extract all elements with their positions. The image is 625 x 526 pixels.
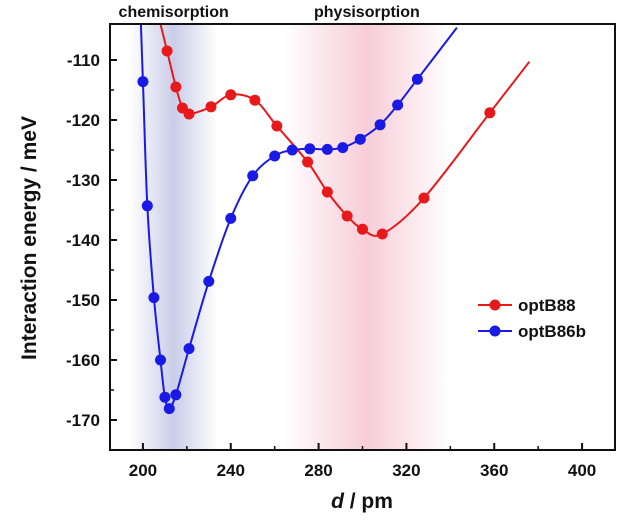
- region-label-0: chemisorption: [119, 4, 229, 21]
- legend-label-optB86b: optB86b: [518, 322, 586, 341]
- data-point-optB86b: [269, 150, 281, 162]
- data-point-optB88: [183, 108, 195, 120]
- data-point-optB86b: [148, 292, 160, 304]
- data-point-optB86b: [354, 133, 366, 145]
- y-tick-label: -150: [66, 291, 100, 310]
- data-point-optB86b: [163, 403, 175, 415]
- legend: optB88 optB86b: [478, 296, 586, 341]
- y-axis-title: Interaction energy / meV: [18, 116, 41, 360]
- y-tick-label: -110: [67, 51, 100, 70]
- data-point-optB88: [321, 186, 333, 198]
- y-tick-label: -130: [66, 171, 100, 190]
- data-point-optB86b: [321, 143, 333, 155]
- data-point-optB88: [376, 228, 388, 240]
- region-label-1: physisorption: [314, 4, 420, 21]
- data-point-optB86b: [374, 119, 386, 131]
- data-point-optB88: [341, 210, 353, 222]
- region-bands: [129, 24, 451, 450]
- x-tick-label: 200: [129, 461, 157, 480]
- x-axis-title: d / pm: [331, 490, 393, 513]
- data-point-optB86b: [155, 354, 166, 366]
- x-axis-title-unit: / pm: [344, 490, 393, 513]
- y-tick-label: -160: [66, 351, 100, 370]
- data-point-optB86b: [225, 212, 237, 224]
- data-point-optB88: [357, 223, 368, 235]
- legend-marker-optB88: [489, 299, 501, 311]
- data-point-optB86b: [304, 143, 316, 155]
- y-tick-label: -170: [66, 411, 100, 430]
- data-point-optB86b: [247, 170, 259, 182]
- data-point-optB88: [249, 94, 261, 106]
- data-point-optB86b: [392, 99, 404, 111]
- data-point-optB88: [205, 101, 217, 113]
- data-point-optB86b: [141, 200, 153, 212]
- x-axis-title-variable: d: [331, 490, 345, 513]
- data-point-optB88: [271, 120, 283, 132]
- x-tick-label: 360: [480, 461, 508, 480]
- data-point-optB86b: [337, 142, 349, 154]
- data-point-optB86b: [183, 343, 195, 355]
- y-tick-label: -120: [66, 111, 100, 130]
- data-point-optB88: [418, 192, 430, 204]
- x-tick-label: 320: [392, 461, 420, 480]
- x-tick-label: 400: [568, 461, 596, 480]
- data-point-optB86b: [203, 275, 215, 287]
- region-labels: chemisorption physisorption: [119, 4, 420, 21]
- data-point-optB88: [225, 89, 237, 101]
- x-tick-label: 280: [304, 461, 332, 480]
- legend-label-optB88: optB88: [518, 296, 576, 315]
- data-point-optB88: [484, 107, 496, 119]
- y-tick-label: -140: [66, 231, 100, 250]
- region-band-0: [129, 24, 218, 450]
- data-point-optB88: [161, 45, 173, 57]
- data-point-optB86b: [137, 76, 149, 88]
- data-point-optB86b: [286, 144, 298, 156]
- data-point-optB88: [302, 156, 314, 168]
- data-point-optB86b: [170, 389, 182, 401]
- x-axis: 200 240 280 320 360 400: [129, 443, 596, 480]
- data-point-optB86b: [411, 73, 423, 85]
- y-axis: -110 -120 -130 -140 -150 -160 -170: [66, 51, 117, 430]
- legend-marker-optB86b: [489, 325, 501, 337]
- series-layer: [137, 24, 531, 415]
- region-band-1: [283, 24, 451, 450]
- data-point-optB88: [170, 81, 182, 93]
- x-tick-label: 240: [217, 461, 245, 480]
- data-point-optB86b: [159, 391, 171, 403]
